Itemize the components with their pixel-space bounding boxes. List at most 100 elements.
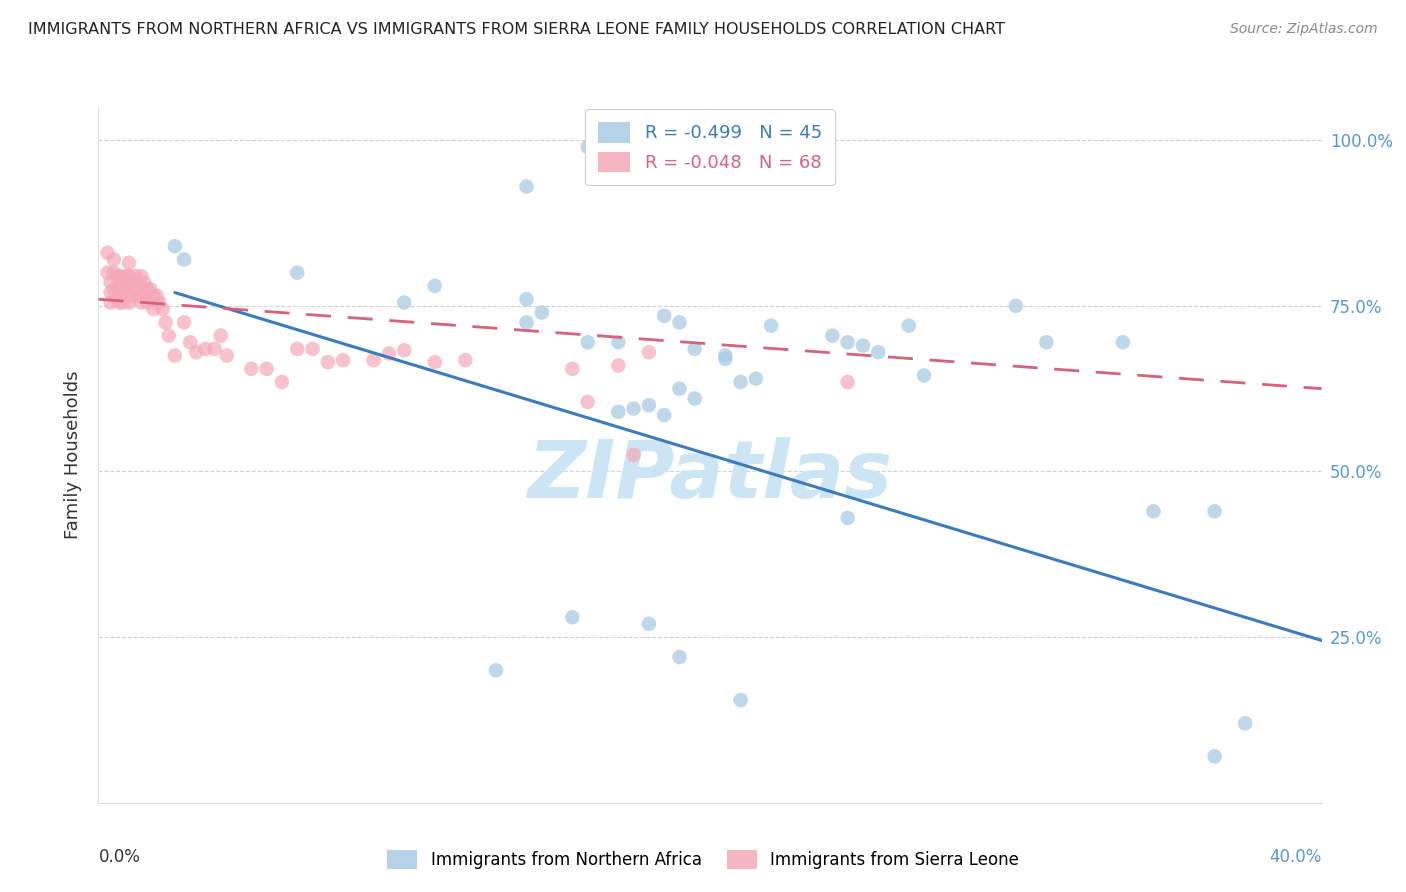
Point — [714, 349, 737, 363]
Point — [111, 272, 134, 286]
Legend: Immigrants from Northern Africa, Immigrants from Sierra Leone: Immigrants from Northern Africa, Immigra… — [377, 840, 1029, 880]
Point — [378, 346, 401, 360]
Point — [186, 345, 208, 359]
Point — [108, 268, 131, 283]
Point — [163, 349, 186, 363]
Point — [683, 392, 706, 406]
Point — [100, 276, 122, 290]
Point — [285, 342, 308, 356]
Point — [111, 295, 134, 310]
Point — [912, 368, 935, 383]
Legend: R = -0.499   N = 45, R = -0.048   N = 68: R = -0.499 N = 45, R = -0.048 N = 68 — [585, 109, 835, 186]
Point — [897, 318, 920, 333]
Point — [837, 375, 859, 389]
Point — [194, 342, 217, 356]
Point — [1035, 335, 1057, 350]
Point — [134, 276, 156, 290]
Point — [136, 295, 159, 310]
Point — [111, 282, 134, 296]
Point — [316, 355, 339, 369]
Point — [103, 252, 125, 267]
Point — [1112, 335, 1135, 350]
Point — [745, 372, 768, 386]
Text: ZIPatlas: ZIPatlas — [527, 437, 893, 515]
Point — [530, 305, 553, 319]
Point — [683, 342, 706, 356]
Point — [163, 239, 186, 253]
Point — [1204, 749, 1226, 764]
Point — [837, 335, 859, 350]
Point — [173, 315, 195, 329]
Point — [155, 315, 177, 329]
Point — [270, 375, 292, 389]
Point — [714, 351, 737, 366]
Point — [97, 266, 120, 280]
Point — [668, 382, 690, 396]
Point — [103, 282, 125, 296]
Point — [124, 268, 146, 283]
Point — [1004, 299, 1026, 313]
Point — [668, 315, 690, 329]
Point — [124, 282, 146, 296]
Point — [868, 345, 890, 359]
Point — [730, 375, 752, 389]
Point — [637, 616, 661, 631]
Point — [157, 328, 180, 343]
Point — [103, 266, 125, 280]
Point — [516, 315, 538, 329]
Point — [105, 282, 128, 296]
Point — [485, 663, 508, 677]
Point — [152, 302, 174, 317]
Point — [100, 285, 122, 300]
Point — [121, 289, 143, 303]
Point — [118, 256, 141, 270]
Point — [139, 282, 162, 296]
Point — [730, 693, 752, 707]
Point — [127, 276, 149, 290]
Point — [332, 353, 354, 368]
Point — [118, 295, 141, 310]
Point — [852, 338, 875, 352]
Text: Source: ZipAtlas.com: Source: ZipAtlas.com — [1230, 22, 1378, 37]
Point — [576, 395, 599, 409]
Point — [423, 355, 446, 369]
Point — [115, 282, 138, 296]
Point — [516, 179, 538, 194]
Point — [561, 610, 583, 624]
Point — [652, 309, 675, 323]
Point — [121, 276, 143, 290]
Point — [1204, 504, 1226, 518]
Point — [118, 268, 141, 283]
Point — [173, 252, 195, 267]
Point — [759, 318, 782, 333]
Point — [179, 335, 201, 350]
Point — [256, 361, 278, 376]
Point — [454, 353, 477, 368]
Point — [1142, 504, 1164, 518]
Point — [127, 289, 149, 303]
Point — [837, 511, 859, 525]
Text: 0.0%: 0.0% — [98, 848, 141, 866]
Point — [100, 295, 122, 310]
Point — [623, 401, 645, 416]
Point — [149, 295, 172, 310]
Point — [136, 282, 159, 296]
Text: IMMIGRANTS FROM NORTHERN AFRICA VS IMMIGRANTS FROM SIERRA LEONE FAMILY HOUSEHOLD: IMMIGRANTS FROM NORTHERN AFRICA VS IMMIG… — [28, 22, 1005, 37]
Point — [363, 353, 385, 368]
Point — [607, 335, 630, 350]
Point — [516, 292, 538, 306]
Point — [668, 650, 690, 665]
Point — [204, 342, 226, 356]
Point — [108, 295, 131, 310]
Point — [215, 349, 238, 363]
Point — [423, 279, 446, 293]
Point — [129, 268, 152, 283]
Point — [607, 405, 630, 419]
Point — [105, 268, 128, 283]
Point — [301, 342, 323, 356]
Point — [576, 140, 599, 154]
Point — [285, 266, 308, 280]
Point — [129, 295, 152, 310]
Point — [561, 361, 583, 376]
Point — [108, 282, 131, 296]
